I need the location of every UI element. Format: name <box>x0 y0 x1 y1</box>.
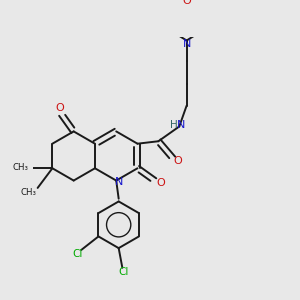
Text: O: O <box>182 0 191 7</box>
Text: N: N <box>115 177 124 187</box>
Text: Cl: Cl <box>73 248 83 259</box>
Text: Cl: Cl <box>118 267 129 277</box>
Text: N: N <box>177 120 185 130</box>
Text: H: H <box>170 120 178 130</box>
Text: CH₃: CH₃ <box>21 188 37 197</box>
Text: N: N <box>182 39 191 49</box>
Text: O: O <box>156 178 165 188</box>
Text: CH₃: CH₃ <box>13 163 29 172</box>
Text: O: O <box>174 156 182 166</box>
Text: O: O <box>56 103 64 113</box>
